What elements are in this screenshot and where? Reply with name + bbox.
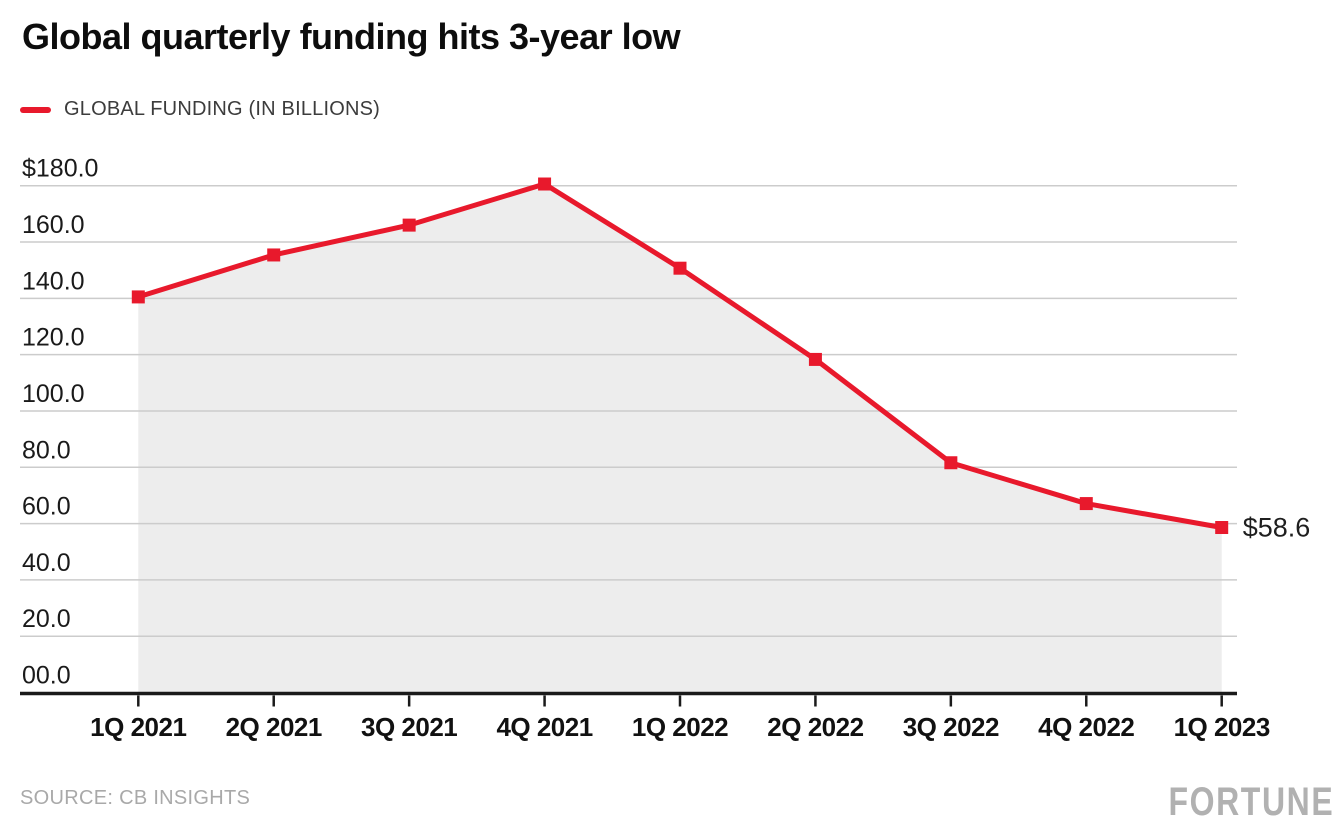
chart-legend: GLOBAL FUNDING (IN BILLIONS): [20, 98, 380, 121]
x-tick-label: 2Q 2021: [226, 712, 322, 742]
y-tick-label: 160.0: [22, 211, 85, 239]
y-tick-label: 60.0: [22, 493, 71, 521]
fortune-logo: FORTUNE: [1168, 780, 1334, 824]
end-value-label: $58.6: [1243, 513, 1311, 543]
data-point-marker: [267, 248, 281, 262]
chart-title: Global quarterly funding hits 3-year low: [22, 16, 681, 57]
y-tick-label: 100.0: [22, 380, 85, 408]
data-point-marker: [808, 352, 822, 366]
x-tick-label: 3Q 2022: [903, 712, 999, 742]
data-point-marker: [673, 261, 687, 275]
y-tick-label: 80.0: [22, 436, 71, 464]
y-tick-label: $180.0: [22, 155, 98, 183]
y-tick-label: 20.0: [22, 605, 71, 633]
legend-series-label: GLOBAL FUNDING (IN BILLIONS): [64, 98, 381, 120]
y-tick-label: 40.0: [22, 549, 71, 577]
x-tick-label: 2Q 2022: [767, 712, 863, 742]
y-tick-label: 140.0: [22, 267, 85, 295]
data-point-marker: [402, 218, 416, 232]
x-tick-label: 1Q 2021: [90, 712, 186, 742]
y-tick-label: 00.0: [22, 662, 71, 690]
x-tick-label: 3Q 2021: [361, 712, 457, 742]
data-point-marker: [131, 290, 145, 304]
data-point-marker: [1079, 497, 1093, 511]
x-tick-label: 1Q 2022: [632, 712, 728, 742]
y-tick-label: 120.0: [22, 324, 85, 352]
data-point-marker: [944, 456, 958, 470]
legend-line-swatch: [20, 106, 51, 113]
source-credit: SOURCE: CB INSIGHTS: [20, 787, 251, 809]
data-point-marker: [538, 177, 552, 191]
x-tick-label: 4Q 2022: [1038, 712, 1134, 742]
x-tick-label: 4Q 2021: [496, 712, 592, 742]
data-point-marker: [1215, 521, 1229, 535]
funding-area-fill: [138, 184, 1222, 693]
x-tick-label: 1Q 2023: [1174, 712, 1270, 742]
